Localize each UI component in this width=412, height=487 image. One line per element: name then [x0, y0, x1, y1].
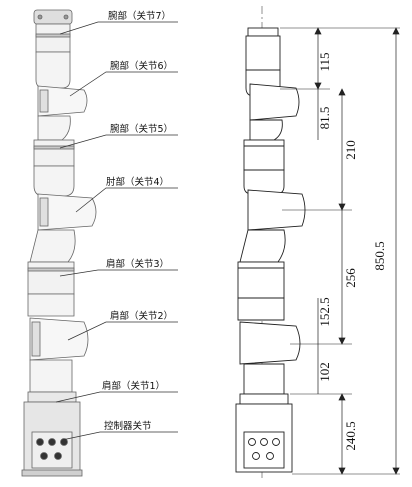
robot-arm-line-drawing — [235, 6, 306, 478]
j5-outline — [243, 139, 285, 171]
dimension-labels: 115 81.5 210 256 152.5 102 240.5 850.5 — [317, 52, 387, 450]
joint-labels: 腕部（关节7） 腕部（关节6） 腕部（关节5） 肘部（关节4） 肩部（关节3） … — [102, 10, 173, 432]
link-3-2 — [27, 293, 75, 317]
joint7-body — [35, 23, 71, 53]
label-joint1: 肩部（关节1） — [102, 380, 165, 392]
label-joint7: 腕部（关节7） — [108, 10, 171, 22]
link65-outline — [249, 119, 283, 141]
dim-arrow — [338, 337, 346, 345]
dim-arrow — [314, 27, 322, 35]
joint6-cap — [39, 89, 49, 113]
joint6-body — [37, 85, 88, 117]
dim-arrow — [392, 27, 400, 35]
base-panel — [31, 431, 73, 469]
joint5-band — [33, 145, 75, 150]
leader-j4 — [75, 187, 178, 213]
base-port-outline — [272, 438, 280, 446]
flange-bolt — [63, 14, 69, 20]
joint4-cap — [39, 197, 49, 227]
dim-256: 256 — [343, 268, 358, 288]
link-4-3 — [29, 229, 76, 263]
j7-outline — [245, 35, 281, 71]
dim-arrow — [392, 467, 400, 475]
leader-j1 — [55, 391, 178, 403]
joint1-ring — [27, 391, 77, 403]
leader-base — [61, 431, 178, 441]
link-6-5 — [37, 115, 71, 141]
joint3-band — [27, 267, 75, 272]
j6-outline — [249, 83, 300, 121]
joint2-body — [29, 317, 89, 361]
link21-outline — [243, 363, 285, 395]
flange-bolt — [37, 14, 43, 20]
link-7-6 — [35, 51, 71, 89]
label-joint6: 腕部（关节6） — [110, 60, 173, 72]
leader-j6 — [69, 71, 178, 97]
leader-j3 — [59, 269, 178, 277]
joint3-body — [27, 261, 75, 295]
dim-total: 850.5 — [372, 241, 387, 270]
dim-arrow — [338, 393, 346, 401]
dim-arrow — [338, 88, 346, 96]
joint7-band — [35, 33, 71, 38]
j3-outline — [237, 261, 285, 299]
leader-j7 — [59, 21, 178, 35]
connector-port — [36, 438, 44, 446]
dim-arrow — [314, 82, 322, 90]
j1-ring-outline — [239, 393, 289, 405]
leader-lines — [55, 21, 178, 441]
dim-arrow — [338, 203, 346, 211]
link-5-4 — [33, 165, 75, 197]
top-flange — [247, 27, 279, 37]
base-foot — [21, 469, 83, 477]
dim-152-5: 152.5 — [317, 297, 332, 326]
base-port-outline — [260, 438, 268, 446]
link32-outline — [237, 297, 285, 321]
j2-outline — [239, 321, 301, 365]
leader-j5 — [59, 134, 178, 149]
dimension-lines — [314, 27, 400, 475]
j4-outline — [247, 189, 306, 231]
dim-115: 115 — [317, 52, 332, 71]
label-joint3: 肩部（关节3） — [106, 258, 169, 270]
joint5-body — [33, 139, 75, 167]
connector-port — [48, 438, 56, 446]
base-panel-outline — [243, 431, 285, 469]
base-port-outline — [248, 438, 256, 446]
dim-arrow — [338, 467, 346, 475]
link-2-1 — [29, 359, 73, 393]
base-port-outline — [266, 452, 274, 460]
connector-port — [54, 452, 62, 460]
base-port-outline — [252, 452, 260, 460]
label-joint2: 肩部（关节2） — [110, 310, 173, 322]
label-joint4: 肘部（关节4） — [106, 176, 169, 188]
dim-240-5: 240.5 — [343, 421, 358, 450]
link43-outline — [239, 229, 286, 263]
label-controller: 控制器关节 — [104, 420, 152, 432]
joint2-cap — [31, 321, 41, 357]
leader-j2 — [67, 321, 178, 341]
robot-arm-rendering — [21, 9, 97, 477]
connector-port — [40, 452, 48, 460]
label-joint5: 腕部（关节5） — [110, 123, 173, 135]
dim-210: 210 — [343, 140, 358, 160]
dim-81-5: 81.5 — [317, 107, 332, 130]
dim-102: 102 — [317, 362, 332, 382]
